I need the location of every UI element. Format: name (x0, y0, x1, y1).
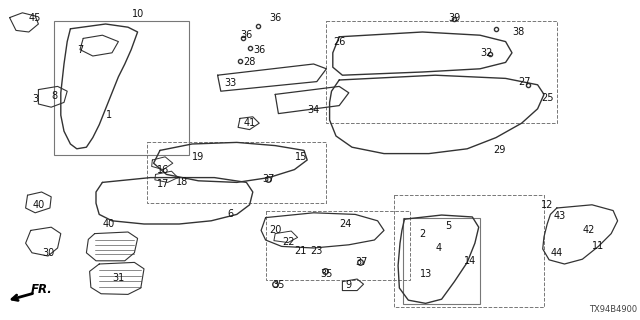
Text: 37: 37 (262, 174, 275, 184)
Text: 7: 7 (77, 44, 83, 55)
Text: 19: 19 (192, 152, 205, 162)
Text: 38: 38 (512, 27, 525, 37)
Text: 2: 2 (419, 228, 426, 239)
Text: 27: 27 (518, 76, 531, 87)
Bar (394, 195, 544, 307)
Text: 24: 24 (339, 219, 352, 229)
Text: 39: 39 (448, 12, 461, 23)
Text: FR.: FR. (31, 283, 52, 296)
Text: 33: 33 (224, 78, 237, 88)
Bar (326, 21, 557, 123)
Text: 8: 8 (51, 91, 58, 101)
Text: 26: 26 (333, 36, 346, 47)
Bar (403, 218, 480, 304)
Text: 37: 37 (355, 257, 368, 268)
Text: 15: 15 (294, 152, 307, 162)
Text: 35: 35 (272, 280, 285, 290)
Bar (147, 142, 326, 203)
Text: 41: 41 (243, 118, 256, 128)
Text: 16: 16 (157, 164, 170, 175)
Text: 34: 34 (307, 105, 320, 116)
Text: 22: 22 (282, 236, 294, 247)
Text: 9: 9 (346, 280, 352, 290)
Text: 45: 45 (29, 12, 42, 23)
Text: 44: 44 (550, 248, 563, 258)
Text: 13: 13 (419, 268, 432, 279)
Text: 36: 36 (269, 12, 282, 23)
Text: 43: 43 (554, 211, 566, 221)
Text: 40: 40 (102, 219, 115, 229)
Text: 20: 20 (269, 225, 282, 236)
Text: 36: 36 (240, 30, 253, 40)
Text: TX94B4900: TX94B4900 (589, 305, 637, 314)
Text: 31: 31 (112, 273, 125, 284)
Text: 29: 29 (493, 145, 506, 156)
Text: 40: 40 (32, 200, 45, 210)
Text: 23: 23 (310, 246, 323, 256)
Text: 28: 28 (243, 57, 256, 68)
Text: 18: 18 (176, 177, 189, 188)
Text: 35: 35 (320, 268, 333, 279)
Text: 42: 42 (582, 225, 595, 236)
Text: 3: 3 (32, 94, 38, 104)
Text: 5: 5 (445, 220, 451, 231)
Text: 4: 4 (435, 243, 442, 253)
Text: 12: 12 (541, 200, 554, 210)
Text: 17: 17 (157, 179, 170, 189)
Text: 32: 32 (480, 48, 493, 58)
Text: 11: 11 (592, 241, 605, 252)
Text: 14: 14 (464, 256, 477, 266)
Text: 10: 10 (131, 9, 144, 20)
Text: 6: 6 (227, 209, 234, 220)
Text: 21: 21 (294, 246, 307, 256)
Bar (54, 21, 189, 155)
Text: 30: 30 (42, 248, 54, 258)
Text: 1: 1 (106, 110, 112, 120)
Text: 36: 36 (253, 44, 266, 55)
Bar (266, 211, 410, 280)
Text: 25: 25 (541, 92, 554, 103)
